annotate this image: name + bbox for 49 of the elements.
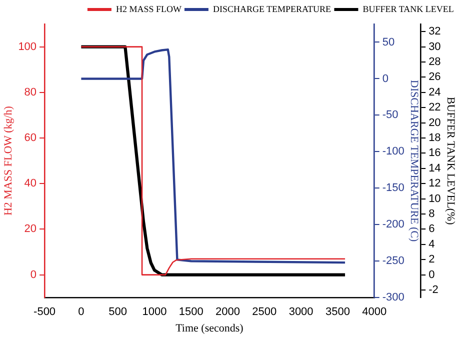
y3-tick-label: 2 [428,254,435,266]
x-tick-label: 0 [78,306,84,318]
y3-tick-label: 28 [428,56,441,68]
y-axis-title: H2 MASS FLOW (kg/h) [2,106,14,216]
y-tick-label: 20 [24,223,37,236]
y2-tick-label: 50 [382,36,395,48]
y2-tick-label: 0 [382,72,388,85]
y3-tick-label: 20 [428,116,441,129]
y-tick-label: 80 [24,86,37,98]
y3-tick-label: -2 [428,284,438,296]
y2-tick-label: -250 [382,255,404,268]
y3-tick-label: 26 [428,71,441,84]
y-tick-label: 0 [30,268,37,281]
legend-label: DISCHARGE TEMPERATURE [212,4,332,14]
y3-axis-title: BUFFER TANK LEVEL(%) [444,96,457,226]
x-tick-label: 4000 [362,306,387,318]
y3-tick-label: 22 [428,102,441,114]
x-tick-label: 1000 [142,306,167,318]
y3-tick-label: 32 [428,26,441,38]
x-tick-label: 3000 [288,306,314,318]
y3-tick-label: 8 [428,208,435,220]
x-tick-label: 2000 [216,306,240,318]
y3-tick-label: 16 [428,147,441,160]
y2-axis-title: DISCHARGE TEMPERATURE (C) [408,80,420,242]
y-tick-label: 100 [18,40,37,53]
y3-tick-label: 30 [428,40,441,53]
y2-tick-label: -200 [382,218,404,231]
y3-tick-label: 0 [428,268,435,281]
x-axis-title: Time (seconds) [176,322,244,334]
y3-tick-label: 10 [428,192,441,205]
legend-label: BUFFER TANK LEVEL [362,4,454,14]
y2-tick-label: -50 [382,109,398,122]
y2-tick-label: -150 [382,182,404,194]
y-tick-label: 60 [24,132,37,144]
legend-label: H2 MASS FLOW [116,4,182,14]
x-tick-label: 3500 [325,306,350,318]
y3-tick-label: 18 [428,132,441,144]
y3-tick-label: 24 [428,86,441,98]
y3-tick-label: 4 [428,238,435,250]
y-tick-label: 40 [24,178,37,190]
y3-tick-label: 6 [428,223,435,236]
x-tick-label: 2500 [252,306,277,318]
y3-tick-label: 14 [428,162,441,174]
x-tick-label: 1500 [178,306,204,318]
x-tick-label: -500 [34,306,56,318]
x-tick-label: 500 [108,306,128,318]
y2-tick-label: -300 [382,292,404,304]
y2-tick-label: -100 [382,146,404,158]
y3-tick-label: 12 [428,178,441,190]
